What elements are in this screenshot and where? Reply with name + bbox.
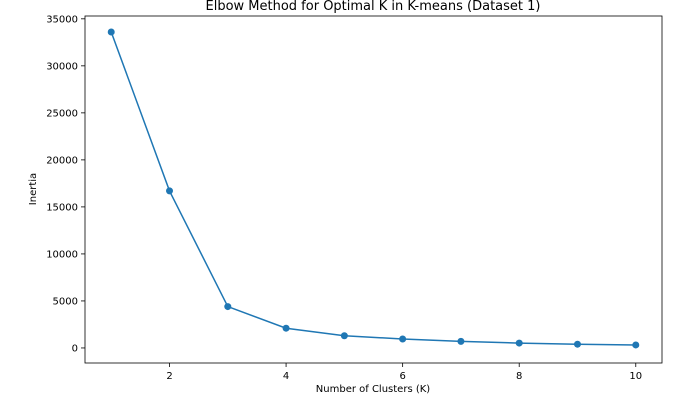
x-axis: 2 4 6 8 10: [166, 363, 642, 382]
y-tick-label: 20000: [46, 155, 78, 166]
data-point: [515, 339, 523, 347]
y-tick-label: 0: [72, 343, 78, 354]
y-tick-label: 25000: [46, 108, 78, 119]
data-point: [399, 335, 407, 343]
series-points: [107, 28, 640, 349]
y-axis: 0 5000 10000 15000 20000 25000 30000 35000: [46, 14, 85, 354]
y-axis-label: Inertia: [28, 173, 39, 205]
chart-title: Elbow Method for Optimal K in K-means (D…: [206, 0, 541, 14]
data-point: [107, 28, 115, 36]
x-tick-label: 6: [399, 371, 405, 382]
x-tick-label: 8: [516, 371, 522, 382]
y-tick-label: 10000: [46, 249, 78, 260]
y-tick-label: 15000: [46, 202, 78, 213]
data-point: [632, 341, 640, 349]
x-tick-label: 4: [283, 371, 289, 382]
x-tick-label: 2: [166, 371, 172, 382]
data-point: [282, 324, 290, 332]
data-point: [457, 337, 465, 345]
data-point: [224, 303, 232, 311]
y-tick-label: 35000: [46, 14, 78, 25]
data-point: [166, 187, 174, 195]
x-tick-label: 10: [629, 371, 642, 382]
y-tick-label: 30000: [46, 61, 78, 72]
data-point: [340, 332, 348, 340]
x-axis-label: Number of Clusters (K): [316, 384, 431, 395]
y-tick-label: 5000: [53, 296, 78, 307]
data-point: [573, 340, 581, 348]
plot-frame: [84, 15, 663, 364]
series-line: [110, 31, 636, 346]
